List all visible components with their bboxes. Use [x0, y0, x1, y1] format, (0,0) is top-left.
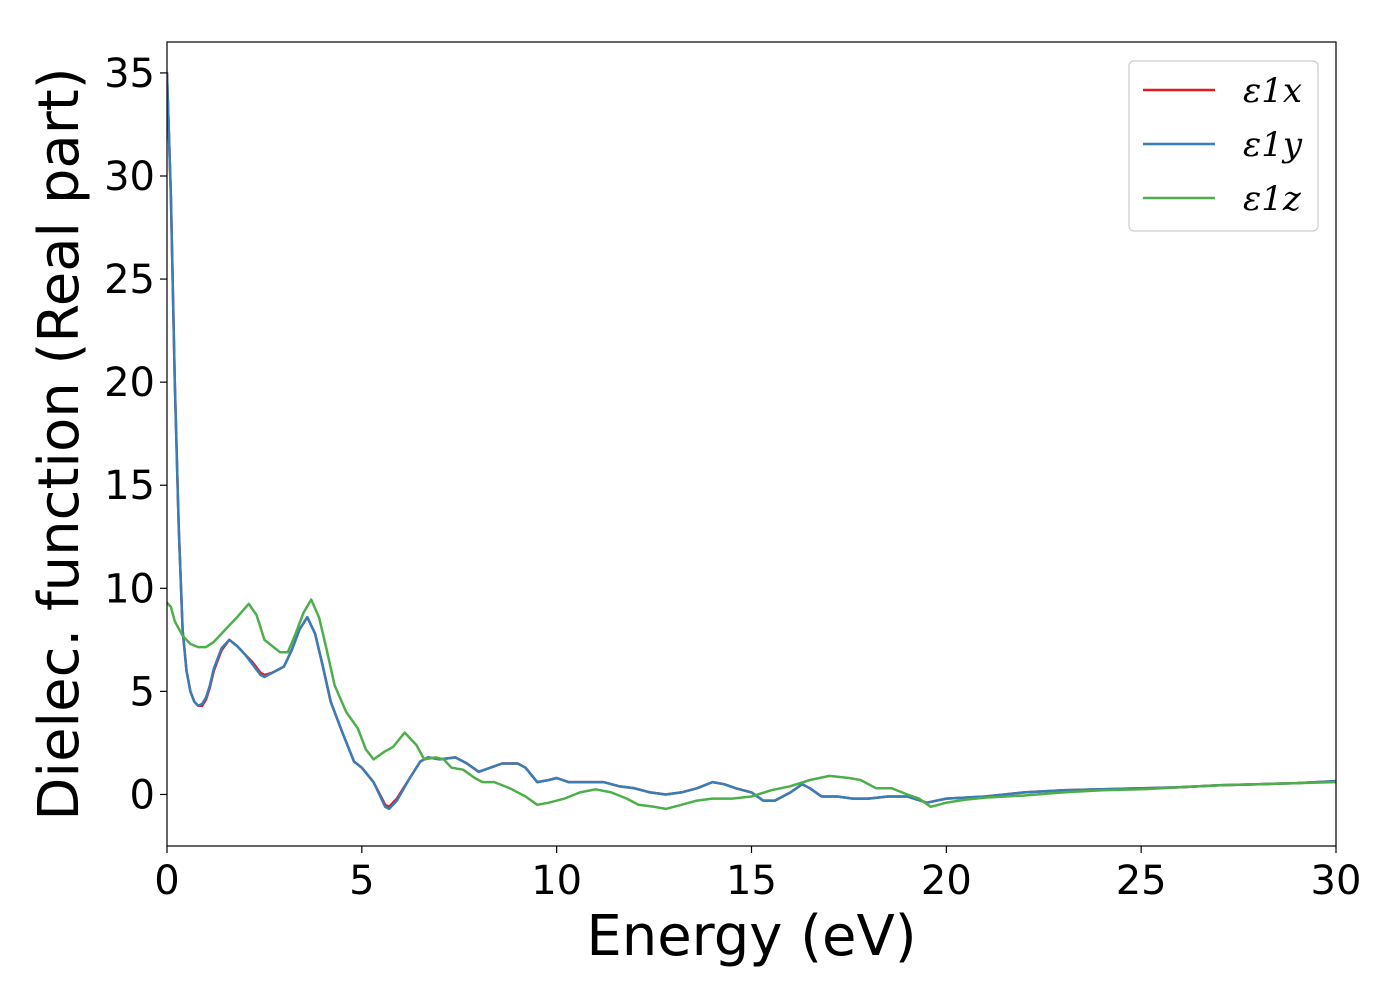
x-tick-label: 15	[726, 858, 777, 904]
x-tick-label: 25	[1116, 858, 1167, 904]
x-axis-ticks: 0 5 10 15 20 25 30	[154, 846, 1361, 904]
legend-box	[1128, 60, 1319, 232]
series-line-2	[167, 71, 1336, 811]
x-tick-label: 10	[531, 858, 582, 904]
legend-label: ε1z	[1243, 179, 1302, 219]
y-tick-label: 35	[104, 51, 155, 97]
plot-lines	[167, 71, 1336, 811]
y-axis-ticks: 0 5 10 15 20 25 30 35	[104, 51, 167, 818]
x-axis-label: Energy (eV)	[586, 904, 916, 969]
y-tick-label: 10	[104, 566, 155, 612]
series-line-3	[167, 598, 1336, 811]
y-axis-label: Dielec. function (Real part)	[27, 67, 92, 820]
x-tick-label: 0	[154, 858, 179, 904]
x-tick-label: 5	[349, 858, 374, 904]
y-tick-label: 30	[104, 154, 155, 200]
legend-label: ε1y	[1243, 125, 1303, 165]
y-tick-label: 25	[104, 257, 155, 303]
legend: ε1x ε1y ε1z	[1128, 60, 1319, 232]
y-tick-label: 15	[104, 463, 155, 509]
y-tick-label: 5	[130, 669, 155, 715]
y-tick-label: 0	[130, 772, 155, 818]
x-tick-label: 20	[921, 858, 972, 904]
x-tick-label: 30	[1311, 858, 1362, 904]
y-tick-label: 20	[104, 360, 155, 406]
legend-label: ε1x	[1243, 71, 1302, 111]
